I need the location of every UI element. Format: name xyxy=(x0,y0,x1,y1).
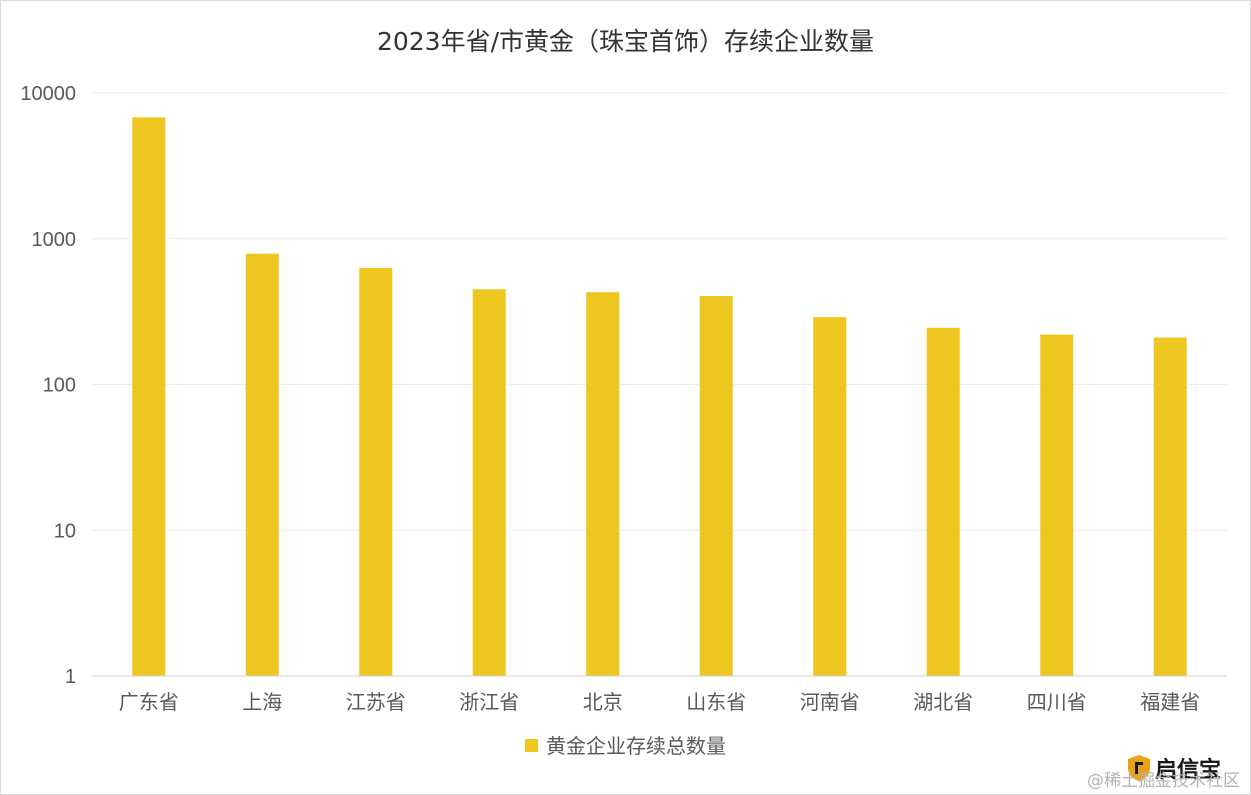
x-tick-label: 四川省 xyxy=(1027,690,1087,714)
bar-2[interactable] xyxy=(359,267,393,676)
y-tick-label: 10000 xyxy=(20,83,76,105)
chart-title: 2023年省/市黄金（珠宝首饰）存续企业数量 xyxy=(376,27,875,56)
watermark: @稀土掘金技术社区 xyxy=(1087,771,1240,791)
x-tick-label: 山东省 xyxy=(686,690,746,714)
shield-logo-icon xyxy=(1128,755,1150,781)
x-tick-label: 广东省 xyxy=(119,690,179,714)
bar-9[interactable] xyxy=(1153,337,1187,676)
gridlines xyxy=(92,92,1227,531)
bar-3[interactable] xyxy=(472,289,506,676)
bar-0[interactable] xyxy=(132,117,166,677)
legend[interactable]: 黄金企业存续总数量 xyxy=(0,730,1251,759)
bar-6[interactable] xyxy=(813,317,847,676)
bar-5[interactable] xyxy=(699,295,733,676)
y-tick-label: 10 xyxy=(54,520,76,542)
x-tick-label: 福建省 xyxy=(1140,690,1200,714)
bars xyxy=(132,117,1187,677)
bar-1[interactable] xyxy=(245,253,279,677)
x-tick-label: 河南省 xyxy=(800,690,860,714)
legend-label: 黄金企业存续总数量 xyxy=(546,734,726,758)
y-tick-label: 1000 xyxy=(32,229,77,251)
qixinbao-logo: 启信宝 xyxy=(1127,752,1221,784)
x-tick-label: 北京 xyxy=(583,690,623,714)
x-tick-label: 湖北省 xyxy=(913,690,973,714)
legend-swatch xyxy=(525,739,538,752)
y-tick-label: 100 xyxy=(43,375,76,397)
x-tick-labels: 广东省 上海 江苏省 浙江省 北京 山东省 河南省 湖北省 四川省 福建省 xyxy=(119,690,1201,714)
y-tick-label: 1 xyxy=(65,666,76,688)
x-tick-label: 上海 xyxy=(242,690,282,714)
bar-4[interactable] xyxy=(586,292,620,676)
x-tick-label: 江苏省 xyxy=(346,690,406,714)
x-tick-label: 浙江省 xyxy=(459,690,519,714)
logo-text: 启信宝 xyxy=(1155,758,1222,783)
bar-8[interactable] xyxy=(1040,334,1074,676)
y-tick-labels: 1 10 100 1000 10000 xyxy=(20,83,76,688)
bar-7[interactable] xyxy=(926,327,960,676)
